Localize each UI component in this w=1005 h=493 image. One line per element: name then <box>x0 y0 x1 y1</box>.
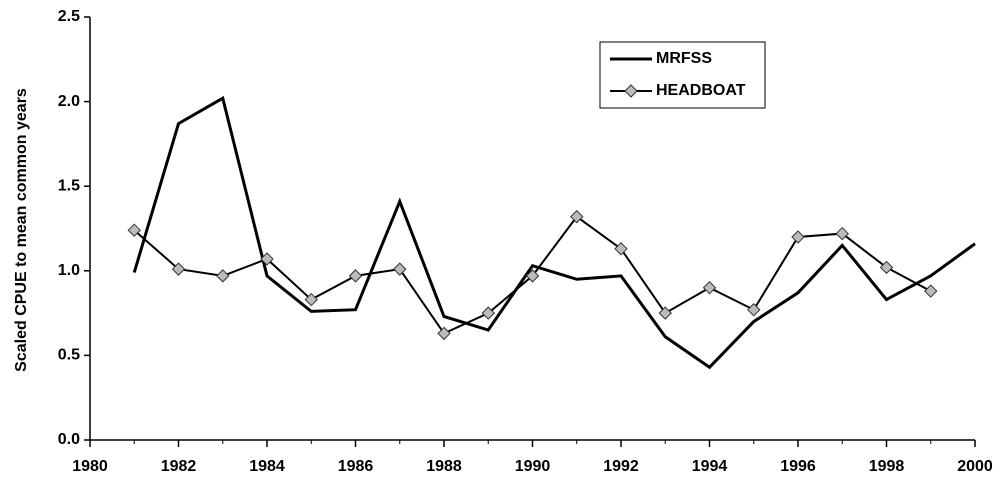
point-marker <box>393 262 407 276</box>
y-tick-label: 1.0 <box>58 262 80 279</box>
point-marker <box>570 209 584 224</box>
legend-marker <box>624 84 638 98</box>
x-tick-label: 1984 <box>249 458 285 475</box>
x-tick-label: 1990 <box>515 458 551 475</box>
point-marker <box>525 269 540 283</box>
x-tick-label: 2000 <box>957 458 993 475</box>
point-marker <box>304 292 318 307</box>
y-tick-label: 2.5 <box>58 8 80 25</box>
x-tick-label: 1980 <box>72 458 108 475</box>
x-tick-label: 1996 <box>780 458 816 475</box>
x-tick-label: 1988 <box>426 458 462 475</box>
x-tick-label: 1992 <box>603 458 639 475</box>
point-marker <box>171 262 186 276</box>
x-tick-label: 1986 <box>338 458 374 475</box>
series-line <box>132 95 976 370</box>
y-tick-label: 0.5 <box>58 347 80 364</box>
y-tick-label: 2.0 <box>58 93 80 110</box>
y-tick-label: 1.5 <box>58 177 80 194</box>
legend-box <box>599 41 766 109</box>
point-marker <box>348 269 363 283</box>
legend-label: HEADBOAT <box>656 82 746 99</box>
point-marker <box>481 306 495 320</box>
point-marker <box>791 230 805 244</box>
x-tick-label: 1994 <box>692 458 728 475</box>
point-marker <box>879 260 894 275</box>
y-tick-label: 0.0 <box>58 431 80 448</box>
point-marker <box>614 242 628 256</box>
point-marker <box>702 281 717 295</box>
point-marker <box>658 306 672 320</box>
point-marker <box>216 269 230 283</box>
point-marker <box>747 303 761 317</box>
point-marker <box>924 284 938 298</box>
legend-label: MRFSS <box>656 50 712 67</box>
point-marker <box>835 226 849 241</box>
y-axis-label: Scaled CPUE to mean common years <box>13 88 30 372</box>
x-tick-label: 1998 <box>869 458 905 475</box>
point-marker <box>437 326 451 341</box>
x-tick-label: 1982 <box>161 458 197 475</box>
point-marker <box>127 223 141 237</box>
point-marker <box>260 252 274 266</box>
